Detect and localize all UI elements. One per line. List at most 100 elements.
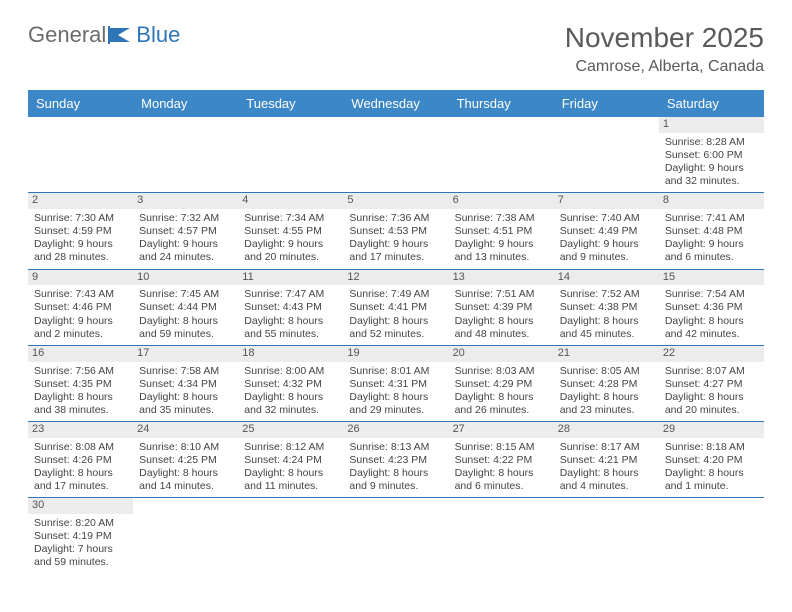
day-info-line: and 59 minutes. xyxy=(34,556,127,569)
day-info-line: Daylight: 9 hours xyxy=(139,238,232,251)
day-info-line: Sunrise: 7:51 AM xyxy=(455,288,548,301)
day-info-line: Daylight: 8 hours xyxy=(349,467,442,480)
day-number: 16 xyxy=(28,346,133,362)
day-info-line: and 17 minutes. xyxy=(349,251,442,264)
day-info-line: and 35 minutes. xyxy=(139,404,232,417)
day-info-line: Daylight: 9 hours xyxy=(244,238,337,251)
day-info-line: Daylight: 8 hours xyxy=(244,315,337,328)
day-info-line: Sunset: 4:36 PM xyxy=(665,301,758,314)
day-number: 15 xyxy=(659,270,764,286)
day-info-line: Sunrise: 7:52 AM xyxy=(560,288,653,301)
day-info-line: Sunset: 4:19 PM xyxy=(34,530,127,543)
calendar-cell: 2Sunrise: 7:30 AMSunset: 4:59 PMDaylight… xyxy=(28,193,133,268)
logo-text-general: General xyxy=(28,22,106,48)
calendar-cell: 25 Sunrise: 8:12 AMSunset: 4:24 PMDayligh… xyxy=(238,422,343,497)
day-info-line: Sunrise: 8:15 AM xyxy=(455,441,548,454)
calendar-cell-empty xyxy=(238,117,343,192)
calendar-cell-empty xyxy=(659,498,764,573)
calendar-cell: 15Sunrise: 7:54 AMSunset: 4:36 PMDayligh… xyxy=(659,270,764,345)
day-info-line: and 4 minutes. xyxy=(560,480,653,493)
day-info-line: Daylight: 9 hours xyxy=(349,238,442,251)
day-info-line: Sunrise: 8:00 AM xyxy=(244,365,337,378)
day-info-line: Daylight: 8 hours xyxy=(560,315,653,328)
day-header: Wednesday xyxy=(343,90,448,117)
day-info-line: Sunrise: 8:13 AM xyxy=(349,441,442,454)
calendar-row: 16 Sunrise: 7:56 AMSunset: 4:35 PM Dayligh… xyxy=(28,346,764,422)
calendar: Sunday Monday Tuesday Wednesday Thursday… xyxy=(28,90,764,574)
calendar-cell: 24Sunrise: 8:10 AMSunset: 4:25 PMDayligh… xyxy=(133,422,238,497)
calendar-header-row: Sunday Monday Tuesday Wednesday Thursday… xyxy=(28,90,764,117)
calendar-cell: 22Sunrise: 8:07 AMSunset: 4:27 PMDayligh… xyxy=(659,346,764,421)
day-info-line: Daylight: 8 hours xyxy=(455,467,548,480)
day-info-line: Daylight: 8 hours xyxy=(349,391,442,404)
day-info-line: Sunrise: 8:07 AM xyxy=(665,365,758,378)
day-info-line: Sunset: 4:46 PM xyxy=(34,301,127,314)
day-number: 29 xyxy=(659,422,764,438)
calendar-row: 1Sunrise: 8:28 AMSunset: 6:00 PMDaylight… xyxy=(28,117,764,193)
day-number: 12 xyxy=(343,270,448,286)
day-info-line: and 38 minutes. xyxy=(34,404,127,417)
calendar-cell: 20Sunrise: 8:03 AMSunset: 4:29 PMDayligh… xyxy=(449,346,554,421)
day-info-line: and 59 minutes. xyxy=(139,328,232,341)
day-info-line: Sunset: 4:25 PM xyxy=(139,454,232,467)
day-number: 25 xyxy=(238,422,343,438)
day-info-line: Sunrise: 7:36 AM xyxy=(349,212,442,225)
calendar-cell-empty xyxy=(449,117,554,192)
day-number: 9 xyxy=(28,270,133,286)
day-info-line: Sunrise: 7:56 AM xyxy=(34,365,127,378)
day-info-line: and 6 minutes. xyxy=(665,251,758,264)
day-info-line: and 14 minutes. xyxy=(139,480,232,493)
flag-icon xyxy=(108,26,134,44)
day-info-line: Sunrise: 8:10 AM xyxy=(139,441,232,454)
calendar-cell: 27Sunrise: 8:15 AMSunset: 4:22 PMDayligh… xyxy=(449,422,554,497)
day-info-line: Sunrise: 8:17 AM xyxy=(560,441,653,454)
day-info-line: Sunrise: 8:12 AM xyxy=(244,441,337,454)
day-info-line: Sunrise: 8:03 AM xyxy=(455,365,548,378)
day-header: Monday xyxy=(133,90,238,117)
day-info-line: Daylight: 8 hours xyxy=(244,467,337,480)
day-info-line: Sunset: 4:29 PM xyxy=(455,378,548,391)
day-header: Tuesday xyxy=(238,90,343,117)
day-number: 13 xyxy=(449,270,554,286)
calendar-cell-empty xyxy=(554,498,659,573)
day-number: 20 xyxy=(449,346,554,362)
day-info-line: Daylight: 8 hours xyxy=(139,315,232,328)
day-info-line: and 28 minutes. xyxy=(34,251,127,264)
calendar-cell: 29Sunrise: 8:18 AMSunset: 4:20 PMDayligh… xyxy=(659,422,764,497)
day-info-line: Daylight: 9 hours xyxy=(34,238,127,251)
calendar-cell: 21Sunrise: 8:05 AMSunset: 4:28 PMDayligh… xyxy=(554,346,659,421)
calendar-cell-empty xyxy=(238,498,343,573)
day-number: 23 xyxy=(28,422,133,438)
day-info-line: Sunset: 4:51 PM xyxy=(455,225,548,238)
day-info-line: and 6 minutes. xyxy=(455,480,548,493)
calendar-cell-empty xyxy=(554,117,659,192)
day-info-line: Daylight: 9 hours xyxy=(560,238,653,251)
day-info-line: Daylight: 8 hours xyxy=(34,467,127,480)
calendar-cell: 14Sunrise: 7:52 AMSunset: 4:38 PMDayligh… xyxy=(554,270,659,345)
day-number: 5 xyxy=(343,193,448,209)
day-header: Sunday xyxy=(28,90,133,117)
day-info-line: and 26 minutes. xyxy=(455,404,548,417)
day-info-line: Sunrise: 7:40 AM xyxy=(560,212,653,225)
day-info-line: Sunset: 4:35 PM xyxy=(34,378,127,391)
day-info-line: Sunset: 4:28 PM xyxy=(560,378,653,391)
calendar-row: 23Sunrise: 8:08 AMSunset: 4:26 PMDayligh… xyxy=(28,422,764,498)
calendar-cell: 3Sunrise: 7:32 AMSunset: 4:57 PMDaylight… xyxy=(133,193,238,268)
day-number: 4 xyxy=(238,193,343,209)
day-info-line: and 11 minutes. xyxy=(244,480,337,493)
calendar-cell: 30Sunrise: 8:20 AMSunset: 4:19 PMDayligh… xyxy=(28,498,133,573)
day-info-line: Sunset: 4:31 PM xyxy=(349,378,442,391)
day-info-line: and 32 minutes. xyxy=(244,404,337,417)
calendar-cell: 9Sunrise: 7:43 AMSunset: 4:46 PMDaylight… xyxy=(28,270,133,345)
calendar-cell: 7Sunrise: 7:40 AMSunset: 4:49 PMDaylight… xyxy=(554,193,659,268)
day-info-line: Sunset: 6:00 PM xyxy=(665,149,758,162)
day-info-line: Sunrise: 7:54 AM xyxy=(665,288,758,301)
day-info-line: and 24 minutes. xyxy=(139,251,232,264)
calendar-row: 9Sunrise: 7:43 AMSunset: 4:46 PMDaylight… xyxy=(28,270,764,346)
calendar-cell: 28Sunrise: 8:17 AMSunset: 4:21 PMDayligh… xyxy=(554,422,659,497)
day-info-line: Sunset: 4:24 PM xyxy=(244,454,337,467)
day-info-line: Daylight: 9 hours xyxy=(34,315,127,328)
day-info-line: and 48 minutes. xyxy=(455,328,548,341)
day-info-line: Sunset: 4:59 PM xyxy=(34,225,127,238)
calendar-cell: 8Sunrise: 7:41 AMSunset: 4:48 PMDaylight… xyxy=(659,193,764,268)
